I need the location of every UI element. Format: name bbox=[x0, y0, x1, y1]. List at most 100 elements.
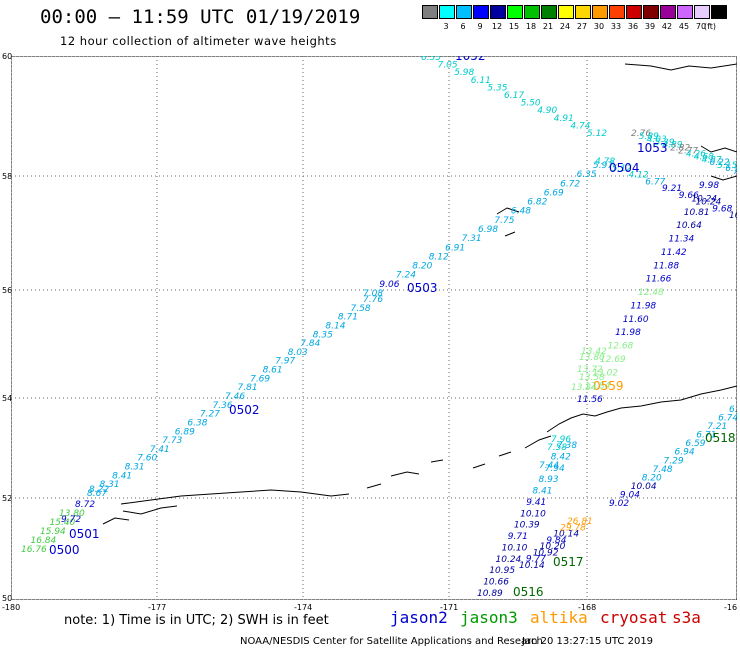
lon-tick-label: -174 bbox=[294, 603, 313, 612]
wave-height-value: 8.67 bbox=[87, 489, 107, 499]
legend-swatch bbox=[575, 5, 591, 19]
wave-height-value: 9.68 bbox=[712, 204, 732, 214]
wave-height-value: 7.76 bbox=[363, 295, 383, 305]
wave-height-value: 7.94 bbox=[545, 464, 565, 474]
sat-label-jason3: jason3 bbox=[460, 608, 518, 627]
wave-height-value: 26.81 bbox=[567, 517, 593, 527]
wave-height-value: 7.05 bbox=[438, 61, 458, 71]
wave-height-value: 10.66 bbox=[483, 578, 509, 588]
wave-height-value: 7.31 bbox=[462, 234, 482, 244]
wave-height-value: 5.97 bbox=[593, 161, 613, 171]
legend-swatch bbox=[660, 5, 676, 19]
wave-height-value: 7.58 bbox=[351, 304, 371, 314]
track-time-label: 0501 bbox=[69, 527, 100, 541]
legend-label: 18 bbox=[525, 22, 537, 31]
wave-height-value: 4.12 bbox=[629, 171, 649, 181]
wave-height-value: 13.80 bbox=[579, 353, 605, 363]
wave-height-value: 16.84 bbox=[31, 536, 57, 546]
wave-height-value: 10.64 bbox=[676, 221, 702, 231]
wave-height-value: 6.48 bbox=[511, 207, 531, 217]
wave-height-value: 9.71 bbox=[508, 532, 528, 542]
wave-height-value: 5.12 bbox=[612, 164, 632, 174]
wave-height-value: 4.90 bbox=[537, 106, 557, 116]
track-time-label: 1053 bbox=[637, 141, 668, 155]
wave-height-value: 4.78 bbox=[595, 157, 615, 167]
wave-height-value: 5.50 bbox=[521, 99, 541, 109]
legend-label: 24 bbox=[559, 22, 571, 31]
lat-tick-label: 54 bbox=[2, 394, 13, 403]
wave-height-value: 6.91 bbox=[445, 243, 465, 253]
wave-height-value: 8.14 bbox=[325, 322, 345, 332]
track-time-label: 0500 bbox=[49, 543, 80, 557]
wave-height-value: 2.76 bbox=[631, 129, 651, 139]
legend-swatch bbox=[507, 5, 523, 19]
legend-label: 36 bbox=[627, 22, 639, 31]
track-time-label: 0518 bbox=[705, 431, 736, 445]
lat-tick-label: 52 bbox=[2, 494, 13, 503]
wave-height-value: 7.41 bbox=[150, 445, 170, 455]
wave-height-value: 7.75 bbox=[494, 216, 514, 226]
legend-label: 70 bbox=[695, 22, 707, 31]
wave-height-value: 7.08 bbox=[363, 289, 383, 299]
track-time-label: 0517 bbox=[553, 555, 584, 569]
wave-height-value: 7.84 bbox=[300, 339, 320, 349]
wave-height-value: 6.69 bbox=[544, 188, 564, 198]
legend-label: 33 bbox=[610, 22, 622, 31]
map-subtitle: 12 hour collection of altimeter wave hei… bbox=[60, 34, 337, 48]
wave-height-value: 10.95 bbox=[489, 566, 515, 576]
wave-height-value: 4.87 bbox=[702, 155, 722, 165]
legend-swatch bbox=[490, 5, 506, 19]
wave-height-value: 12.48 bbox=[638, 288, 664, 298]
legend-swatch bbox=[456, 5, 472, 19]
legend-swatch bbox=[541, 5, 557, 19]
wave-height-value: 6.89 bbox=[175, 427, 195, 437]
legend-label: 42 bbox=[661, 22, 673, 31]
wave-height-value: 6.71 bbox=[696, 431, 716, 441]
wave-height-value: 6.35 bbox=[421, 56, 441, 63]
wave-height-value: 8.42 bbox=[551, 452, 571, 462]
wave-height-value: 7.81 bbox=[238, 383, 258, 393]
wave-height-value: 9.21 bbox=[662, 184, 682, 194]
wave-height-value: 6.94 bbox=[675, 448, 695, 458]
legend-swatch bbox=[694, 5, 710, 19]
wave-height-value: 7.69 bbox=[250, 374, 270, 384]
generated-timestamp: Jan 20 13:27:15 UTC 2019 bbox=[522, 636, 654, 647]
sat-label-s3a: s3a bbox=[672, 608, 701, 627]
wave-height-value: 13.80 bbox=[59, 509, 85, 519]
legend-swatch bbox=[626, 5, 642, 19]
wave-height-value: 6.38 bbox=[187, 419, 207, 429]
legend-swatch bbox=[524, 5, 540, 19]
wave-height-value: 9.41 bbox=[526, 498, 546, 508]
legend-swatch bbox=[558, 5, 574, 19]
wave-height-value: 10.14 bbox=[519, 561, 545, 571]
wave-height-value: 10.24 bbox=[696, 198, 722, 208]
satellite-tracks: 16.7616.8415.9415.4013.8005009.728.728.2… bbox=[21, 56, 737, 599]
wave-height-value: 8.41 bbox=[112, 471, 132, 481]
wave-height-value: 10.10 bbox=[520, 509, 546, 519]
wave-height-value: 10.20 bbox=[540, 542, 566, 552]
wave-height-value: 12.69 bbox=[600, 355, 626, 365]
legend-label: 15 bbox=[508, 22, 520, 31]
lon-tick-label: -171 bbox=[440, 603, 459, 612]
wave-height-value: 7.44 bbox=[539, 461, 559, 471]
wave-height-value: 10.04 bbox=[631, 482, 657, 492]
wave-height-value: 10.39 bbox=[514, 521, 540, 531]
wave-height-value: 11.34 bbox=[669, 235, 695, 245]
wave-height-value: 11.98 bbox=[630, 301, 656, 311]
wave-height-value: 2.82 bbox=[670, 144, 690, 154]
wave-height-value: 10.14 bbox=[553, 530, 579, 540]
wave-height-value: 7.46 bbox=[225, 392, 245, 402]
wave-height-value: 7.24 bbox=[396, 271, 416, 281]
wave-height-value: 8.20 bbox=[412, 262, 432, 272]
wave-height-value: 8.22 bbox=[89, 485, 109, 495]
wave-height-value: 6.78 bbox=[725, 164, 737, 174]
wave-height-value: 4.03 bbox=[647, 135, 667, 145]
wave-height-value: 9.02 bbox=[609, 499, 629, 509]
wave-height-value: 6.82 bbox=[527, 198, 547, 208]
legend-swatch bbox=[592, 5, 608, 19]
wave-height-value: 15.40 bbox=[50, 518, 76, 528]
sat-label-altika: altika bbox=[530, 608, 588, 627]
lon-tick-label: -168 bbox=[578, 603, 597, 612]
legend-label: 39 bbox=[644, 22, 656, 31]
wave-height-value: 7.97 bbox=[275, 357, 295, 367]
